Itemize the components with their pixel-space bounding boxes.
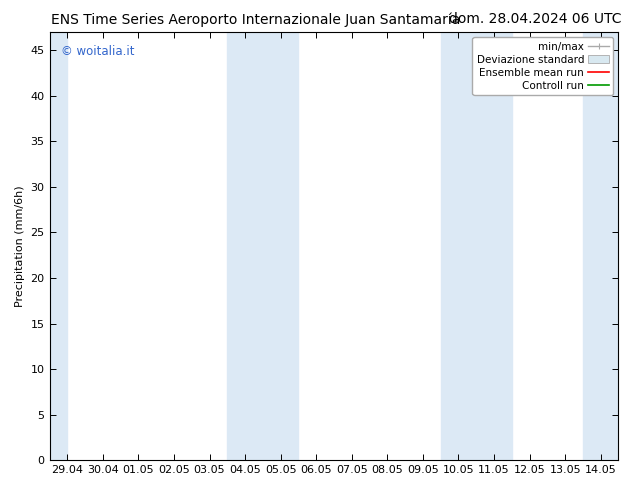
Bar (441, 32, 512, 460)
Bar (228, 32, 299, 460)
Legend: min/max, Deviazione standard, Ensemble mean run, Controll run: min/max, Deviazione standard, Ensemble m… (472, 37, 613, 95)
Text: dom. 28.04.2024 06 UTC: dom. 28.04.2024 06 UTC (449, 12, 621, 26)
Bar (49, 32, 67, 460)
Bar (583, 32, 619, 460)
Text: ENS Time Series Aeroporto Internazionale Juan Santamaría: ENS Time Series Aeroporto Internazionale… (51, 12, 460, 27)
Y-axis label: Precipitation (mm/6h): Precipitation (mm/6h) (15, 185, 25, 307)
Text: © woitalia.it: © woitalia.it (61, 45, 134, 58)
